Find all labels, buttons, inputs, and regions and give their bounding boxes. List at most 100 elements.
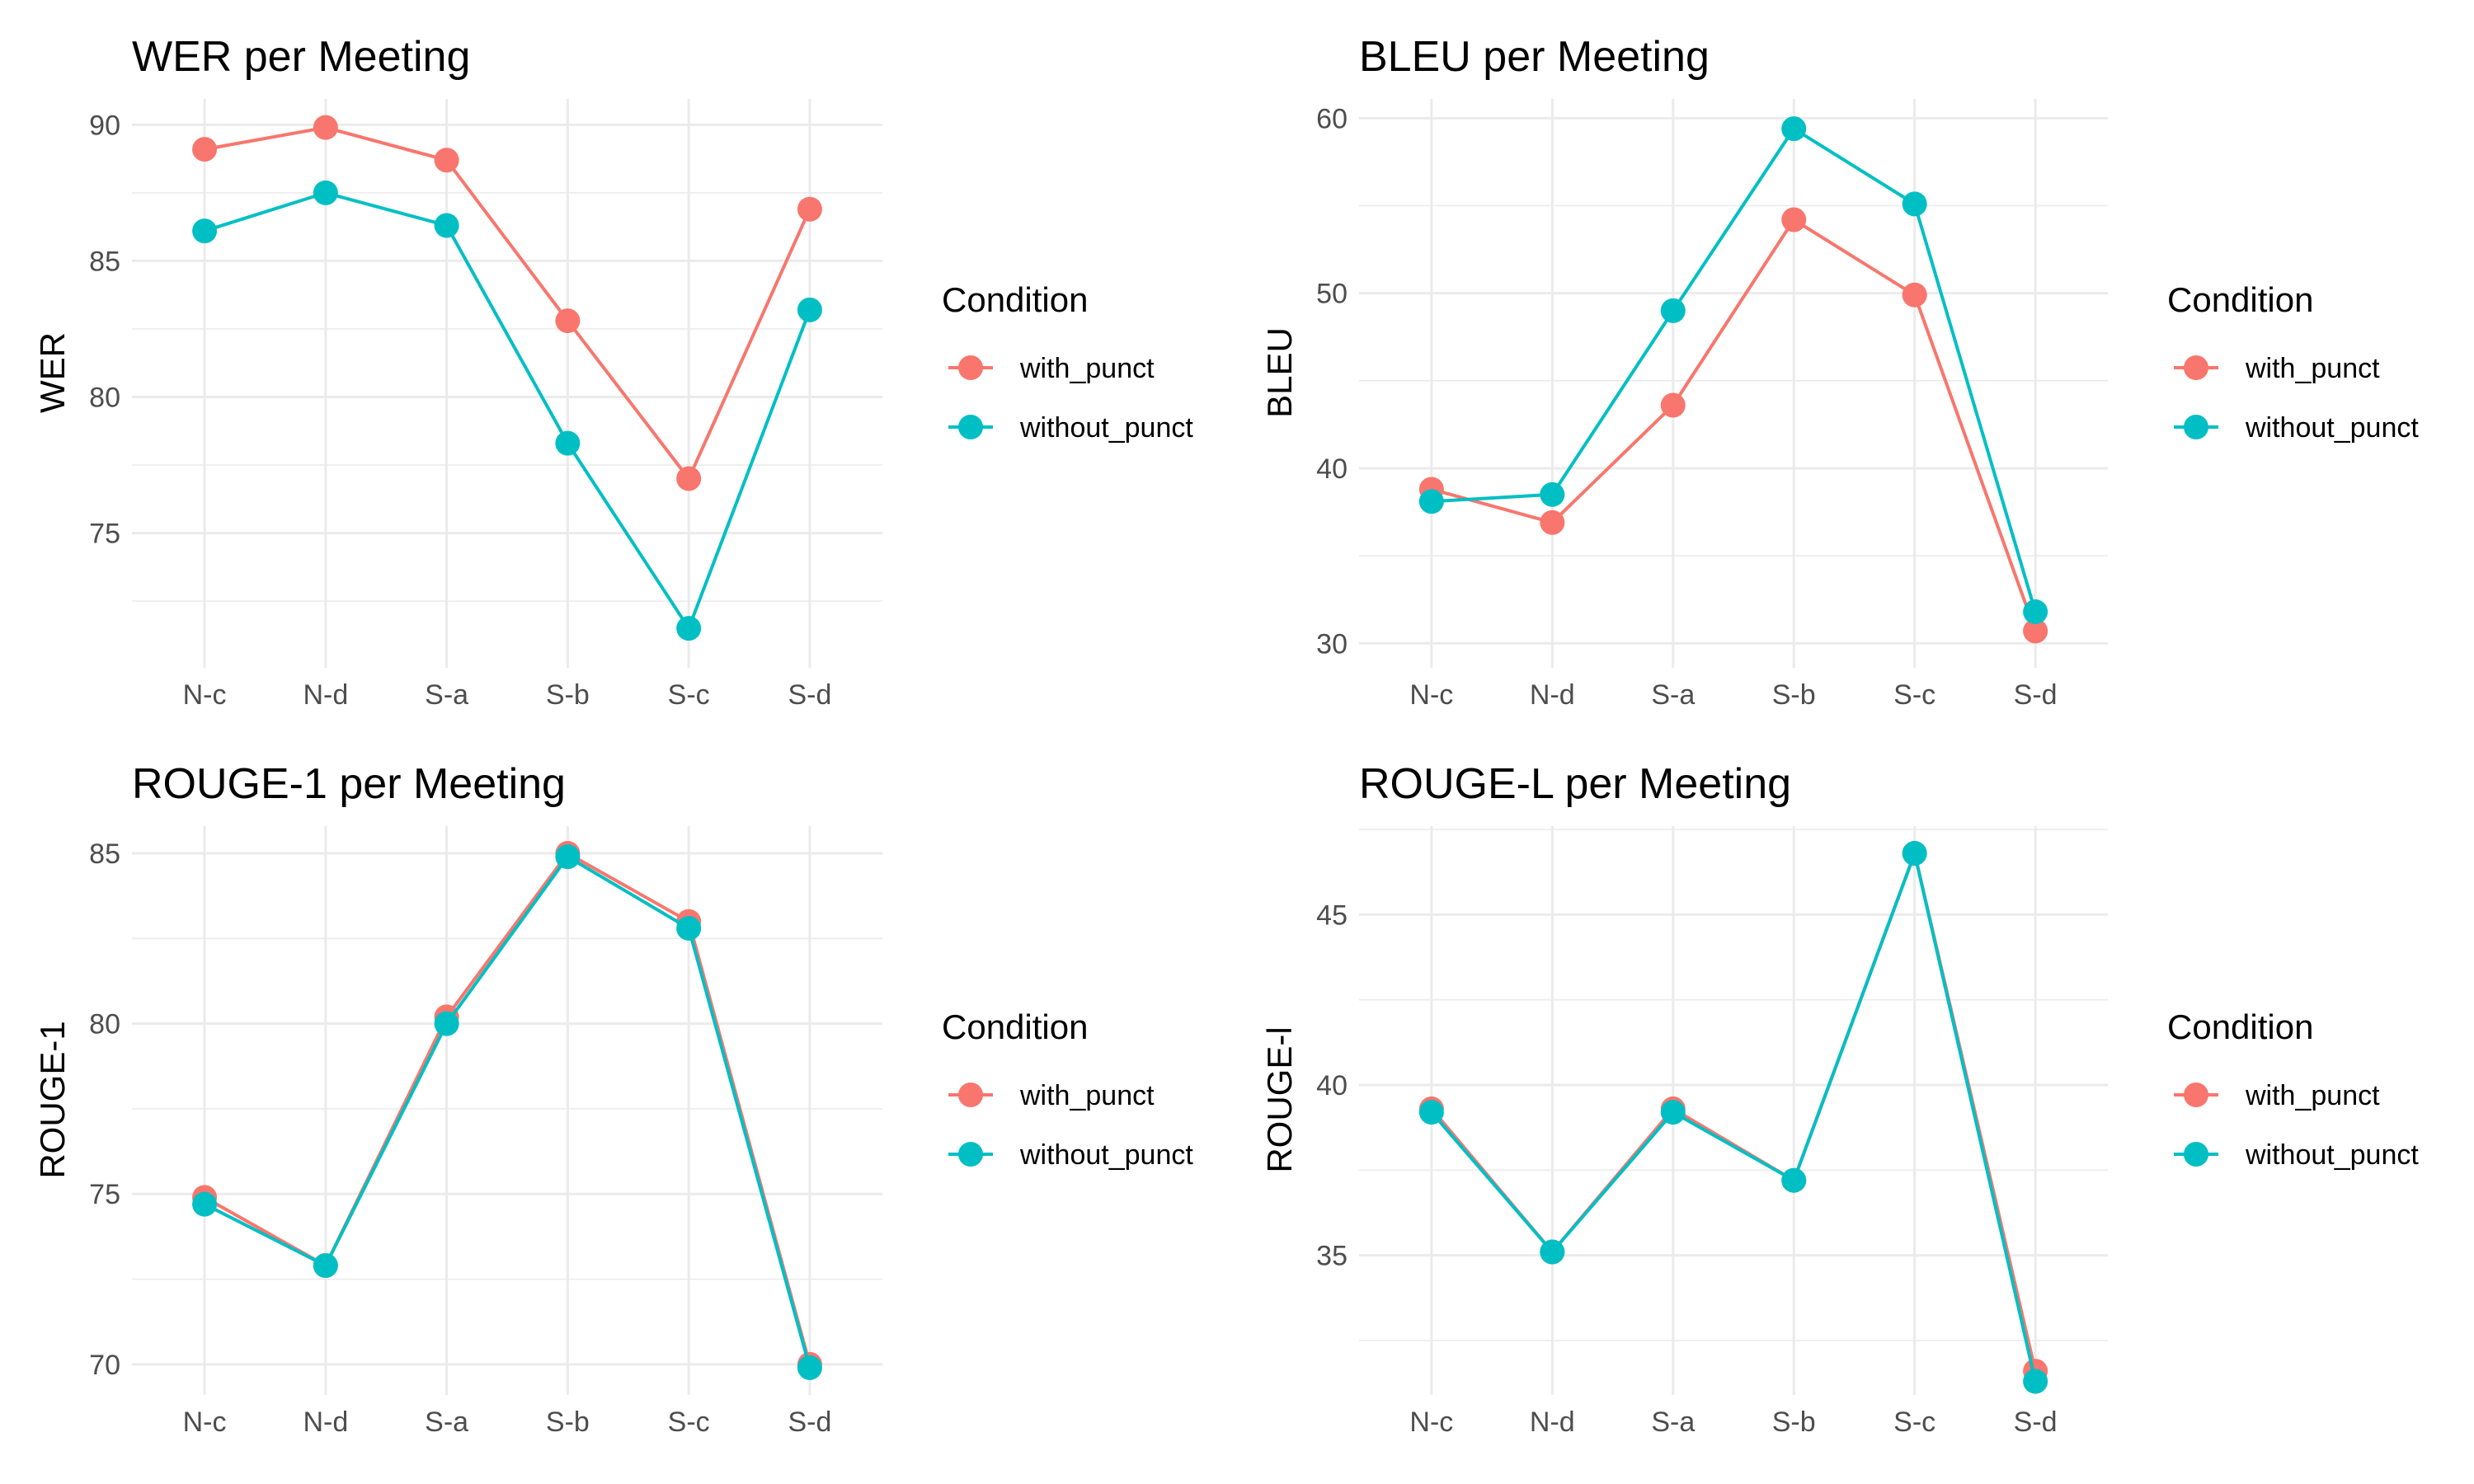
legend-key-without-punct — [948, 1142, 993, 1167]
data-point-with-punct — [1781, 207, 1807, 232]
data-point-without-punct — [313, 1252, 338, 1278]
x-tick-labels: N-c N-d S-a S-b S-c S-d — [1409, 679, 2057, 711]
data-point-without-punct — [1418, 489, 1444, 514]
data-point-without-punct — [1781, 1167, 1807, 1193]
legend-key-without-punct — [2174, 1142, 2218, 1167]
series-line-without-punct — [204, 190, 811, 631]
legend-key-with-punct — [948, 1082, 993, 1107]
y-axis-label: BLEU — [1260, 327, 1299, 418]
legend-marker — [2184, 355, 2208, 380]
legend-marker — [958, 415, 983, 439]
data-point-without-punct — [555, 430, 581, 456]
data-point-without-punct — [1418, 1100, 1444, 1125]
y-tick-label: 85 — [89, 246, 120, 277]
legend-label-without-punct: without_punct — [1019, 412, 1193, 444]
x-tick-label: N-d — [303, 679, 348, 711]
legend-title: Condition — [2167, 280, 2313, 319]
x-tick-label: N-d — [303, 1407, 348, 1438]
legend-marker — [958, 1082, 983, 1107]
x-tick-label: S-d — [2014, 679, 2058, 711]
data-point-without-punct — [1660, 1100, 1686, 1125]
legend-label-without-punct: without_punct — [2245, 1139, 2419, 1171]
data-point-without-punct — [676, 616, 702, 641]
grid — [132, 826, 882, 1395]
legend-label-without-punct: without_punct — [1019, 1139, 1193, 1171]
x-tick-label: S-b — [546, 1407, 590, 1438]
series-layer — [192, 115, 822, 641]
chart-title: WER per Meeting — [132, 33, 470, 81]
series-layer — [1418, 841, 2048, 1394]
y-axis-label: WER — [33, 332, 72, 413]
y-tick-label: 60 — [1316, 103, 1348, 134]
legend-label-with-punct: with_punct — [2245, 1080, 2380, 1111]
data-point-without-punct — [797, 297, 822, 322]
chart-panel-bleu: BLEU per Meeting BLEU 30 40 50 60 N-c N-d S-a… — [1260, 33, 2419, 711]
legend-marker — [958, 355, 983, 380]
x-tick-label: S-a — [425, 679, 468, 711]
y-axis-label: ROUGE-1 — [33, 1021, 72, 1178]
chart-title: BLEU per Meeting — [1359, 33, 1710, 81]
y-tick-label: 70 — [89, 1350, 120, 1381]
legend-title: Condition — [942, 1007, 1088, 1046]
x-tick-label: S-d — [788, 1407, 831, 1438]
series-line-without-punct — [204, 855, 811, 1369]
y-tick-label: 80 — [89, 1009, 120, 1040]
legend: Condition with_punct without_punct — [2167, 1007, 2419, 1171]
data-point-with-punct — [1660, 392, 1686, 418]
legend-label-with-punct: with_punct — [2245, 353, 2380, 384]
chart-title: ROUGE-L per Meeting — [1359, 760, 1791, 808]
x-tick-label: S-a — [1651, 679, 1695, 711]
x-tick-label: S-b — [1772, 1407, 1816, 1438]
data-point-without-punct — [1540, 481, 1565, 507]
x-tick-label: N-d — [1530, 679, 1575, 711]
legend: Condition with_punct without_punct — [2167, 280, 2419, 444]
x-tick-label: N-c — [183, 679, 227, 711]
legend-marker — [2184, 1142, 2208, 1167]
series-line-with-punct — [204, 125, 811, 481]
x-tick-label: S-d — [788, 679, 831, 711]
y-tick-labels: 75 80 85 90 — [89, 110, 120, 549]
series-layer — [1418, 116, 2048, 644]
legend: Condition with_punct without_punct — [942, 1007, 1193, 1171]
y-tick-labels: 35 40 45 — [1316, 899, 1348, 1271]
data-point-with-punct — [797, 196, 822, 222]
data-point-with-punct — [1540, 510, 1565, 535]
legend-label-with-punct: with_punct — [1019, 353, 1155, 384]
data-point-without-punct — [676, 915, 702, 941]
data-point-without-punct — [2023, 599, 2048, 625]
x-tick-label: S-c — [668, 1407, 710, 1438]
data-point-with-punct — [192, 137, 218, 162]
y-tick-label: 50 — [1316, 279, 1348, 310]
legend-title: Condition — [942, 280, 1088, 319]
data-point-without-punct — [192, 1191, 218, 1217]
chart-panel-wer: WER per Meeting WER 75 80 85 90 N-c N-d S-a S-… — [33, 33, 1193, 711]
y-tick-label: 40 — [1316, 1070, 1348, 1101]
x-tick-label: N-d — [1530, 1407, 1575, 1438]
legend-key-with-punct — [948, 355, 993, 380]
legend-key-without-punct — [2174, 415, 2218, 439]
x-tick-labels: N-c N-d S-a S-b S-c S-d — [183, 679, 832, 711]
chart-panel-rouge-1: ROUGE-1 per Meeting ROUGE-1 70 75 80 85 N-c… — [33, 760, 1193, 1438]
data-point-with-punct — [676, 466, 702, 491]
data-point-without-punct — [555, 844, 581, 870]
y-tick-label: 80 — [89, 383, 120, 414]
grid — [132, 99, 882, 668]
x-tick-label: N-c — [1409, 679, 1453, 711]
series-line-without-punct — [1430, 852, 2038, 1382]
x-tick-label: S-c — [1893, 679, 1935, 711]
data-point-without-punct — [1902, 841, 1927, 866]
x-tick-label: S-c — [668, 679, 710, 711]
legend: Condition with_punct without_punct — [942, 280, 1193, 444]
y-tick-label: 75 — [89, 519, 120, 550]
data-point-without-punct — [1540, 1239, 1565, 1265]
x-tick-label: S-c — [1893, 1407, 1935, 1438]
legend-marker — [2184, 415, 2208, 439]
chart-title: ROUGE-1 per Meeting — [132, 760, 566, 808]
data-point-with-punct — [434, 148, 459, 173]
y-tick-labels: 70 75 80 85 — [89, 838, 120, 1381]
y-tick-label: 40 — [1316, 453, 1348, 485]
y-tick-label: 45 — [1316, 899, 1348, 931]
